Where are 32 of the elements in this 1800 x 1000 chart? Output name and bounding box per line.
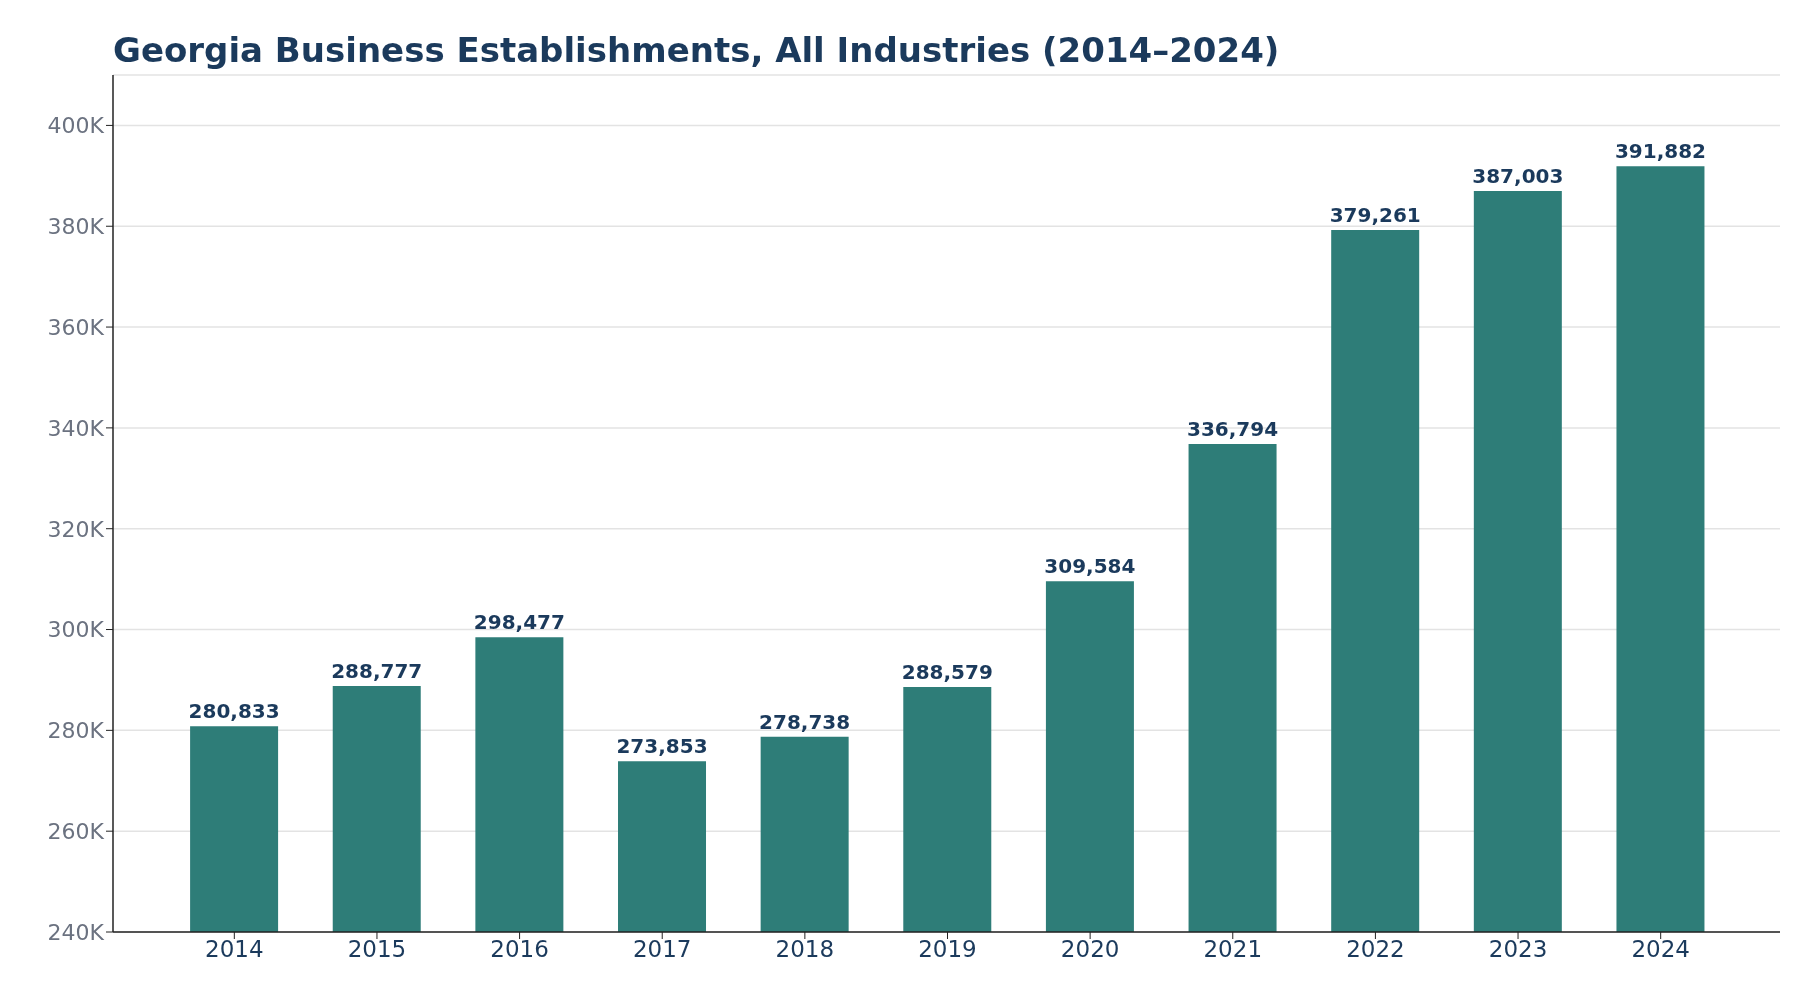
y-tick-label: 380K — [47, 214, 105, 240]
x-tick-label: 2014 — [205, 936, 264, 963]
data-label: 280,833 — [188, 699, 280, 724]
y-tick-label: 240K — [47, 919, 105, 945]
y-tick-label: 260K — [47, 818, 105, 844]
data-label: 273,853 — [616, 734, 708, 759]
y-tick-label: 400K — [47, 113, 105, 139]
y-tick-label: 300K — [47, 617, 105, 643]
x-tick-label: 2015 — [347, 936, 407, 963]
x-tick-label: 2017 — [632, 936, 692, 963]
data-label: 391,882 — [1614, 139, 1707, 164]
x-tick-label: 2022 — [1346, 936, 1405, 963]
data-label: 288,777 — [331, 659, 423, 684]
x-tick-label: 2020 — [1060, 936, 1120, 963]
y-tick-label: 280K — [47, 718, 105, 744]
data-label: 387,003 — [1472, 163, 1564, 188]
y-tick-label: 360K — [47, 314, 105, 340]
x-tick-label: 2018 — [775, 936, 835, 963]
chart-title: Georgia Business Establishments, All Industries (2014–2024) — [113, 30, 1280, 70]
x-tick-label: 2023 — [1488, 936, 1548, 963]
x-tick-label: 2024 — [1631, 936, 1690, 963]
data-label: 336,794 — [1187, 417, 1279, 442]
data-label: 288,579 — [901, 660, 993, 685]
y-tick-label: 340K — [47, 415, 105, 441]
data-label: 278,738 — [759, 709, 851, 734]
x-tick-label: 2016 — [490, 936, 549, 963]
data-label: 379,261 — [1329, 202, 1421, 227]
y-tick-label: 320K — [47, 516, 105, 542]
x-tick-label: 2019 — [918, 936, 977, 963]
data-label: 309,584 — [1044, 554, 1136, 579]
data-label: 298,477 — [473, 610, 565, 635]
x-tick-label: 2021 — [1203, 936, 1263, 963]
